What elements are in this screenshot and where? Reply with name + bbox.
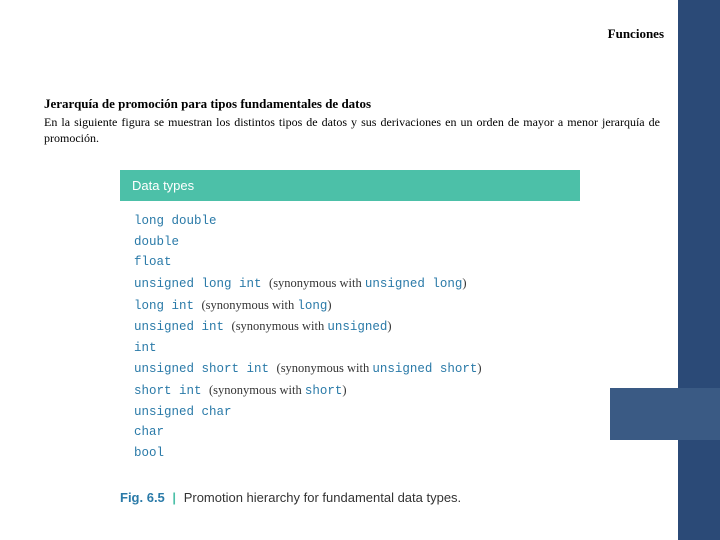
synonym-prefix: (synonymous with <box>202 298 298 312</box>
synonym-prefix: (synonymous with <box>269 276 365 290</box>
synonym-type: unsigned long <box>365 277 463 291</box>
type-row: unsigned int (synonymous with unsigned) <box>134 316 566 338</box>
type-row: short int (synonymous with short) <box>134 380 566 402</box>
type-name: float <box>134 255 172 269</box>
synonym-prefix: (synonymous with <box>209 383 305 397</box>
synonym-prefix: (synonymous with <box>232 319 328 333</box>
type-name: long double <box>134 214 217 228</box>
section-heading: Jerarquía de promoción para tipos fundam… <box>44 96 371 112</box>
right-sidebar <box>678 0 720 540</box>
type-name: short int <box>134 384 209 398</box>
type-row: char <box>134 422 566 443</box>
type-row: double <box>134 232 566 253</box>
synonym-suffix: ) <box>477 361 481 375</box>
type-row: int <box>134 338 566 359</box>
type-name: double <box>134 235 179 249</box>
type-name: int <box>134 341 157 355</box>
figure-caption-bar: | <box>168 490 180 505</box>
type-name: bool <box>134 446 164 460</box>
type-name: unsigned short int <box>134 362 277 376</box>
type-name: char <box>134 425 164 439</box>
synonym-suffix: ) <box>462 276 466 290</box>
figure-caption-text: Promotion hierarchy for fundamental data… <box>184 490 461 505</box>
synonym-type: unsigned <box>327 320 387 334</box>
type-name: unsigned char <box>134 405 232 419</box>
type-row: unsigned short int (synonymous with unsi… <box>134 358 566 380</box>
synonym-type: long <box>297 299 327 313</box>
type-name: unsigned int <box>134 320 232 334</box>
type-row: long double <box>134 211 566 232</box>
synonym-suffix: ) <box>342 383 346 397</box>
synonym-suffix: ) <box>387 319 391 333</box>
figure-caption: Fig. 6.5 | Promotion hierarchy for funda… <box>120 490 461 505</box>
type-row: float <box>134 252 566 273</box>
figure-header: Data types <box>120 170 580 201</box>
type-row: bool <box>134 443 566 464</box>
type-row: unsigned long int (synonymous with unsig… <box>134 273 566 295</box>
type-row: unsigned char <box>134 402 566 423</box>
synonym-suffix: ) <box>327 298 331 312</box>
slide-page: Funciones Jerarquía de promoción para ti… <box>0 0 720 540</box>
synonym-prefix: (synonymous with <box>277 361 373 375</box>
type-row: long int (synonymous with long) <box>134 295 566 317</box>
data-types-figure: Data types long double double float unsigne… <box>120 170 580 470</box>
synonym-type: short <box>305 384 343 398</box>
page-header-title: Funciones <box>608 26 664 42</box>
right-sidebar-inset <box>610 388 720 440</box>
figure-body: long double double float unsigned long int … <box>120 201 580 470</box>
type-name: long int <box>134 299 202 313</box>
section-paragraph: En la siguiente figura se muestran los d… <box>44 114 660 146</box>
figure-number: Fig. 6.5 <box>120 490 165 505</box>
type-name: unsigned long int <box>134 277 269 291</box>
synonym-type: unsigned short <box>372 362 477 376</box>
